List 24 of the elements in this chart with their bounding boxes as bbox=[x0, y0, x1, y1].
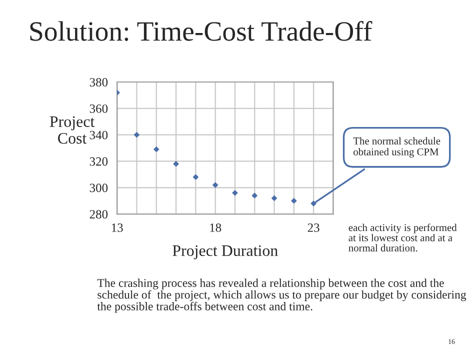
y-tick-label: 340 bbox=[90, 130, 108, 140]
point bbox=[153, 146, 160, 152]
x-axis-title: Project Duration bbox=[172, 245, 278, 260]
y-tick-label: 380 bbox=[90, 78, 108, 86]
point bbox=[212, 182, 218, 188]
point bbox=[271, 195, 278, 202]
y-tick-label: 320 bbox=[90, 157, 108, 166]
point bbox=[192, 174, 199, 180]
point bbox=[310, 200, 317, 206]
point bbox=[134, 132, 140, 138]
y-tick-label: 300 bbox=[90, 184, 108, 192]
y-tick-label: 280 bbox=[90, 210, 108, 219]
chart-title: Solution: Time-Cost Trade-Off bbox=[30, 21, 372, 41]
point bbox=[252, 192, 258, 199]
x-tick-label: 18 bbox=[210, 223, 222, 232]
annotation: The normal schedule obtained using CPM bbox=[353, 137, 440, 158]
point bbox=[232, 190, 238, 196]
text: The crashing process has revealed a relationship between the cost and the schedule of the project, which allows us to prepare our budget by considering the possible trade-offs between cost and time. bbox=[97, 278, 466, 313]
x-tick-label: 23 bbox=[308, 223, 320, 232]
y-tick-label: 360 bbox=[90, 104, 108, 113]
x-tick-label: 13 bbox=[112, 223, 123, 232]
point bbox=[173, 160, 179, 167]
text: each activity is performed at its lowest cost and at a normal duration. bbox=[348, 224, 457, 252]
point bbox=[290, 198, 297, 204]
